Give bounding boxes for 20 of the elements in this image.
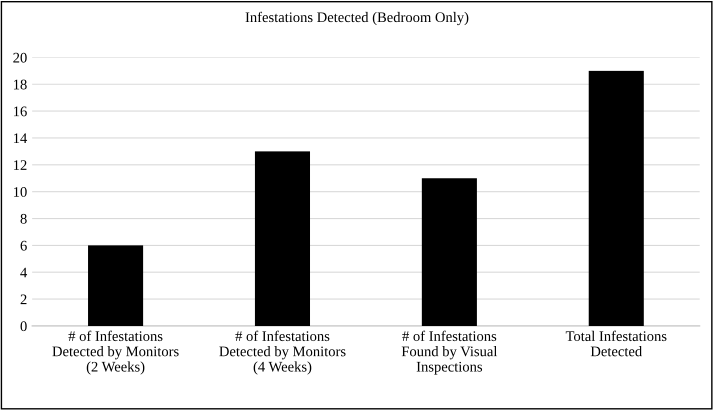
y-tick-label: 10 <box>14 187 27 197</box>
y-tick-label: 20 <box>13 52 27 63</box>
bar <box>422 178 477 326</box>
y-tick-label: 0 <box>20 321 27 332</box>
x-tick-label: # of Infestations Found by Visual Inspections <box>402 330 498 375</box>
y-tick-label: 18 <box>14 80 27 90</box>
y-tick-label: 4 <box>20 268 28 278</box>
y-tick-label: 2 <box>20 294 26 304</box>
y-tick-label: 16 <box>14 106 27 116</box>
y-tick-label: 14 <box>14 133 28 144</box>
bar <box>88 245 144 326</box>
y-tick-label: 12 <box>14 160 26 170</box>
y-tick-label: 8 <box>20 214 27 224</box>
x-tick-label: # of Infestations Detected by Monitors (4 Weeks) <box>219 330 346 375</box>
x-tick-label: Total Infestations Detected <box>566 330 666 356</box>
bar <box>588 70 644 326</box>
chart-title: Infestations Detected (Bedroom Only) <box>246 12 468 26</box>
y-tick-label: 6 <box>20 240 27 251</box>
bar <box>254 151 310 326</box>
x-tick-label: # of Infestations Detected by Monitors (2 Weeks) <box>52 330 179 375</box>
